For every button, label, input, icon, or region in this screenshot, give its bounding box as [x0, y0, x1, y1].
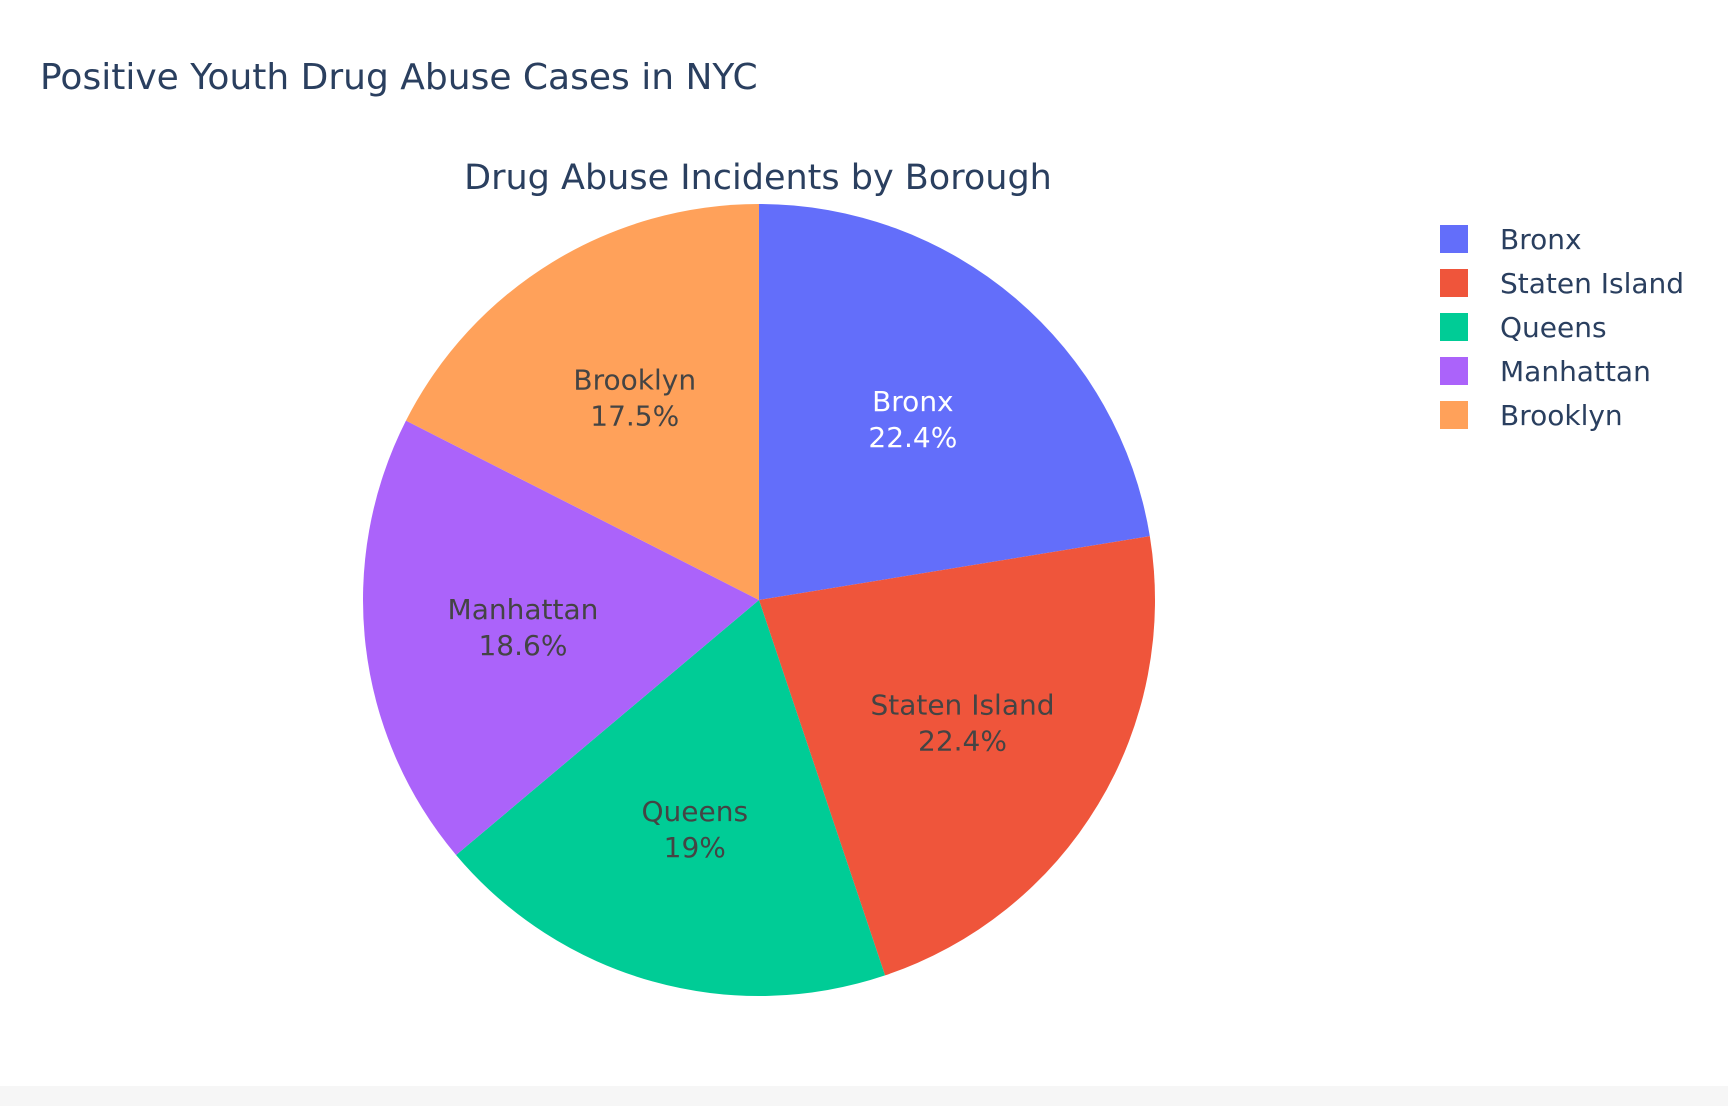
- pie-slice-manhattan[interactable]: [363, 420, 759, 856]
- legend-swatch-manhattan[interactable]: [1440, 357, 1468, 385]
- pie-slice-queens[interactable]: [456, 600, 886, 996]
- legend-label-queens[interactable]: Queens: [1500, 311, 1607, 344]
- legend-label-brooklyn[interactable]: Brooklyn: [1500, 399, 1623, 432]
- legend-swatch-queens[interactable]: [1440, 313, 1468, 341]
- pie-slice-bronx[interactable]: [759, 204, 1150, 600]
- legend-swatch-staten-island[interactable]: [1440, 269, 1468, 297]
- slice-percent-brooklyn: 17.5%: [590, 399, 679, 432]
- slice-percent-bronx: 22.4%: [868, 421, 957, 454]
- legend-label-staten-island[interactable]: Staten Island: [1500, 267, 1684, 300]
- slice-percent-staten-island: 22.4%: [918, 725, 1007, 758]
- legend: Bronx Staten Island Queens Manhattan Brookly…: [1440, 223, 1684, 432]
- legend-label-manhattan[interactable]: Manhattan: [1500, 355, 1651, 388]
- slice-label-staten-island: Staten Island: [870, 689, 1054, 722]
- pie-slices: [363, 204, 1155, 996]
- slice-percent-manhattan: 18.6%: [478, 629, 567, 662]
- bottom-strip: [0, 1086, 1728, 1106]
- pie-slice-staten-island[interactable]: [759, 536, 1155, 976]
- legend-swatch-bronx[interactable]: [1440, 225, 1468, 253]
- pie-slice-brooklyn[interactable]: [405, 204, 759, 600]
- slice-label-queens: Queens: [642, 795, 749, 828]
- slice-percent-queens: 19%: [664, 831, 726, 864]
- slice-label-manhattan: Manhattan: [448, 593, 599, 626]
- slice-label-brooklyn: Brooklyn: [573, 363, 696, 396]
- slice-label-bronx: Bronx: [872, 385, 954, 418]
- legend-swatch-brooklyn[interactable]: [1440, 401, 1468, 429]
- legend-label-bronx[interactable]: Bronx: [1500, 223, 1582, 256]
- chart-subtitle: Drug Abuse Incidents by Borough: [464, 158, 1052, 198]
- chart-title: Positive Youth Drug Abuse Cases in NYC: [40, 57, 758, 98]
